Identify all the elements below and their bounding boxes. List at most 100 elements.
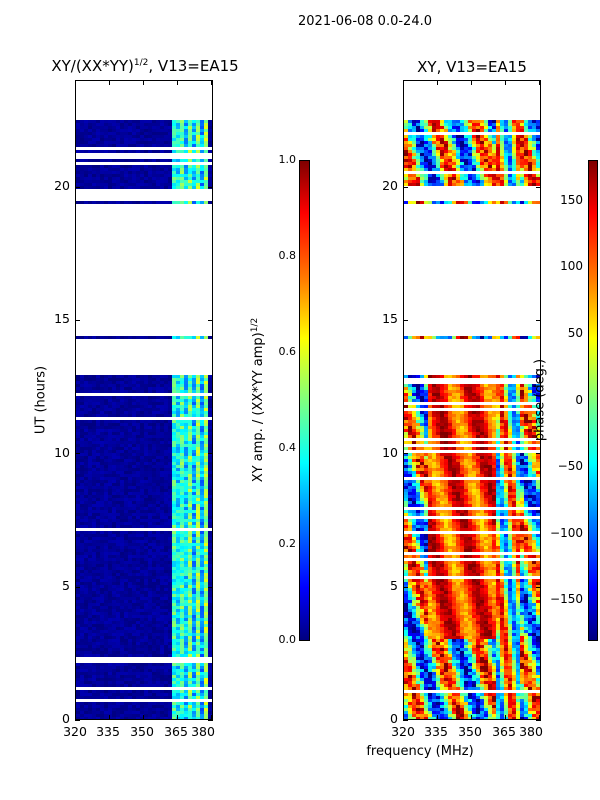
amp-cell [120, 534, 125, 537]
phase-cell [408, 138, 413, 141]
amp-cell [184, 669, 189, 672]
amp-cell [108, 375, 113, 378]
amp-cell [196, 492, 201, 495]
phase-cell [496, 126, 501, 129]
amp-cell [124, 441, 129, 444]
amp-cell [192, 501, 197, 504]
phase-cell [524, 141, 529, 144]
amp-cell [124, 645, 129, 648]
amp-cell [156, 120, 161, 123]
phase-cell [412, 159, 417, 162]
amp-cell [204, 621, 209, 624]
amp-cell [108, 126, 113, 129]
amp-cell [168, 414, 173, 417]
phase-cell [456, 159, 461, 162]
amp-cell [92, 609, 97, 612]
amp-cell [188, 594, 193, 597]
amp-cell [104, 603, 109, 606]
amp-cell [152, 492, 157, 495]
amp-cell [192, 522, 197, 525]
amp-cell [120, 486, 125, 489]
amp-cell [88, 123, 93, 126]
amp-cell [148, 525, 153, 528]
amp-cell [76, 672, 81, 675]
amp-cell [160, 558, 165, 561]
amp-cell [200, 522, 205, 525]
phase-cell [488, 147, 493, 150]
amp-cell [112, 159, 117, 162]
amp-cell [200, 600, 205, 603]
amp-cell [176, 390, 181, 393]
amp-cell [108, 459, 113, 462]
amp-cell [140, 642, 145, 645]
amp-cell [96, 375, 101, 378]
amp-cell [176, 546, 181, 549]
amp-cell [96, 684, 101, 687]
amp-cell [100, 636, 105, 639]
amp-cell [144, 690, 149, 693]
amp-cell [172, 597, 177, 600]
amp-cell [88, 627, 93, 630]
amp-cell [100, 405, 105, 408]
amp-cell [188, 522, 193, 525]
amp-cell [144, 432, 149, 435]
amp-cell [188, 414, 193, 417]
amp-cell [144, 489, 149, 492]
amp-cell [100, 576, 105, 579]
phase-cell [460, 150, 465, 153]
amp-cell [192, 456, 197, 459]
amp-cell [152, 675, 157, 678]
amp-cell [148, 375, 153, 378]
amp-cell [128, 513, 133, 516]
amp-cell [192, 609, 197, 612]
amp-cell [148, 123, 153, 126]
phase-cell [488, 126, 493, 129]
amp-cell [104, 477, 109, 480]
amp-cell [144, 669, 149, 672]
amp-cell [88, 561, 93, 564]
phase-row [404, 129, 540, 132]
amp-cell [104, 507, 109, 510]
phase-cell [440, 120, 445, 123]
amp-cell [180, 165, 185, 168]
amp-cell [180, 390, 185, 393]
amp-cell [104, 558, 109, 561]
phase-cell [460, 144, 465, 147]
amp-cell [176, 399, 181, 402]
amp-cell [168, 714, 173, 717]
amp-cell [180, 648, 185, 651]
amp-cell [140, 468, 145, 471]
amp-cell [76, 552, 81, 555]
amp-cell [204, 159, 209, 162]
amp-cell [148, 579, 153, 582]
amp-cell [172, 714, 177, 717]
amp-cell [88, 141, 93, 144]
amp-cell [176, 171, 181, 174]
amp-cell [152, 624, 157, 627]
amp-cell [96, 132, 101, 135]
amp-cell [88, 432, 93, 435]
amp-cell [148, 474, 153, 477]
amp-cell [112, 558, 117, 561]
amp-cell [160, 438, 165, 441]
amp-cell [96, 129, 101, 132]
amp-cell [92, 567, 97, 570]
amp-cell [132, 609, 137, 612]
amp-cell [104, 453, 109, 456]
amp-cell [120, 522, 125, 525]
amp-cell [208, 576, 212, 579]
amp-cell [120, 711, 125, 714]
phase-cell [476, 138, 481, 141]
phase-cell [432, 129, 437, 132]
amp-cell [148, 663, 153, 666]
amp-cell [124, 675, 129, 678]
amp-cell [192, 381, 197, 384]
amp-cell [84, 534, 89, 537]
amp-cell [168, 177, 173, 180]
amp-cell [136, 684, 141, 687]
amp-cell [140, 186, 145, 189]
amp-cell [168, 504, 173, 507]
amp-cell [156, 555, 161, 558]
amp-cell [144, 450, 149, 453]
amp-cell [80, 492, 85, 495]
